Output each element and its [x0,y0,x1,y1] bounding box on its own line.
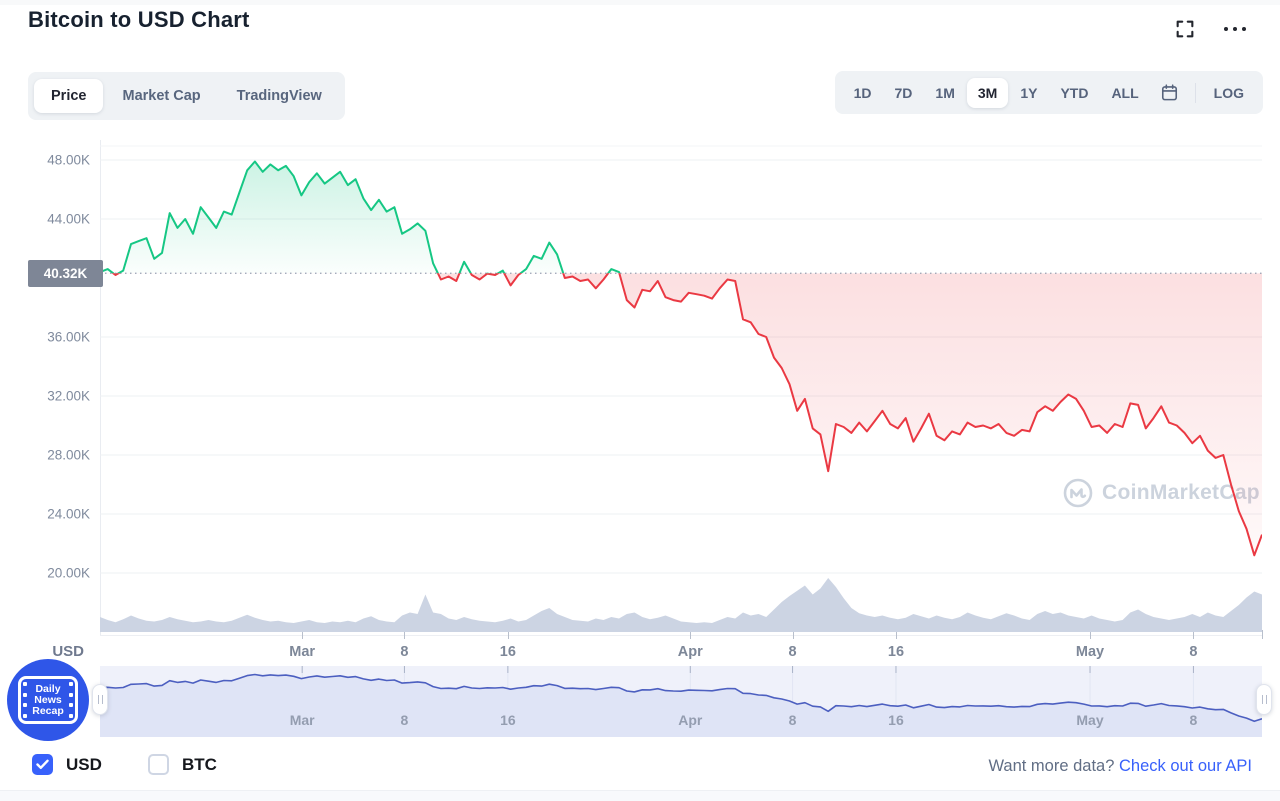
x-axis-label: 8 [1189,644,1198,660]
range-toolbar: 1D 7D 1M 3M 1Y YTD ALL LOG [834,71,1263,114]
navigator-label: 8 [788,712,797,728]
y-axis-label: 24.00K [47,506,90,522]
price-chart-canvas[interactable] [100,140,1262,636]
price-line-up [100,160,621,274]
promo-text: Want more data? [988,757,1115,775]
navigator-right-handle[interactable] [1256,684,1272,715]
usd-label: USD [66,754,102,774]
y-axis-label: 48.00K [47,152,90,168]
x-axis-tick [1193,630,1195,639]
daily-news-recap-badge[interactable]: Daily News Recap [7,659,89,741]
bottom-strip [0,791,1280,801]
api-promo: Want more data? Check out our API [988,757,1252,776]
x-axis-label: 16 [887,644,905,660]
x-axis-label: 8 [400,644,409,660]
navigator-label: 8 [1189,712,1198,728]
watermark: CoinMarketCap [1062,477,1260,509]
coinmarketcap-logo-icon [1063,478,1093,508]
x-axis-label: 16 [499,644,516,660]
range-1y[interactable]: 1Y [1009,78,1048,108]
news-badge-line: Recap [32,704,64,717]
ellipsis-icon [1224,27,1246,31]
navigator-label: 16 [888,712,904,728]
more-options-button[interactable] [1220,15,1250,43]
navigator-label: 8 [400,712,409,728]
check-icon [36,759,49,769]
x-axis-tick [792,630,794,639]
grip-icon [1261,695,1267,704]
y-axis-label: 28.00K [47,447,90,463]
y-axis-label: 44.00K [47,211,90,227]
bottom-divider [0,790,1280,791]
navigator-label: 16 [500,712,516,728]
usd-toggle[interactable]: USD [32,754,102,775]
navigator-line [99,673,1263,723]
top-divider [0,0,1280,5]
fullscreen-icon [1176,20,1194,38]
price-line-down [111,273,1262,557]
range-ytd[interactable]: YTD [1049,78,1099,108]
range-1d[interactable]: 1D [843,78,883,108]
x-axis-tick [895,630,897,639]
price-area-below-baseline [100,273,1262,556]
page-title: Bitcoin to USD Chart [28,7,250,32]
x-axis-label: Mar [289,644,316,660]
volume-area-series [100,578,1262,632]
current-price-badge: 40.32K [28,259,103,287]
x-axis-label: May [1075,644,1105,660]
x-axis-tick [690,630,692,639]
navigator-left-handle[interactable] [92,684,108,715]
range-1m[interactable]: 1M [924,78,965,108]
news-badge-line: Daily [35,682,61,695]
navigator-label: Mar [289,712,315,728]
y-axis-label: 32.00K [47,388,90,404]
navigator-label: Apr [678,712,703,728]
tab-market-cap[interactable]: Market Cap [122,88,201,104]
watermark-text: CoinMarketCap [1102,481,1260,504]
grip-icon [97,695,103,704]
calendar-button[interactable] [1151,78,1188,108]
y-axis-label: 36.00K [47,329,90,345]
api-link[interactable]: Check out our API [1119,757,1252,775]
x-axis-label: 8 [788,644,797,660]
calendar-icon [1161,83,1177,100]
y-axis-label: 20.00K [47,565,90,581]
news-badge-line: News [34,693,62,706]
range-7d[interactable]: 7D [884,78,924,108]
btc-checkbox[interactable] [148,754,169,775]
y-axis-line [100,140,101,636]
tab-price[interactable]: Price [34,79,104,113]
x-axis-line [100,635,1262,636]
x-axis-label: Apr [677,644,703,660]
film-strip-icon: Daily News Recap [18,676,78,724]
x-axis-tick [302,630,304,639]
x-axis-tick [1090,630,1092,639]
x-axis-tick [507,630,509,639]
usd-checkbox[interactable] [32,754,53,775]
range-all[interactable]: ALL [1100,78,1149,108]
btc-toggle[interactable]: BTC [148,754,217,775]
x-axis-tick [404,630,406,639]
x-axis-tick [1262,630,1263,639]
log-scale-button[interactable]: LOG [1203,78,1255,108]
navigator-label: May [1076,712,1104,728]
toolbar-divider [1194,82,1196,103]
currency-unit-label: USD [52,643,84,660]
navigator-area [100,674,1262,737]
tab-tradingview[interactable]: TradingView [236,88,322,104]
btc-label: BTC [182,754,217,774]
price-area-above-baseline [100,161,620,274]
fullscreen-button[interactable] [1170,15,1200,43]
range-3m[interactable]: 3M [966,77,1009,108]
navigator-canvas [99,666,1263,737]
chart-type-tabs: Price Market Cap TradingView [28,72,345,120]
range-navigator[interactable] [99,666,1263,737]
